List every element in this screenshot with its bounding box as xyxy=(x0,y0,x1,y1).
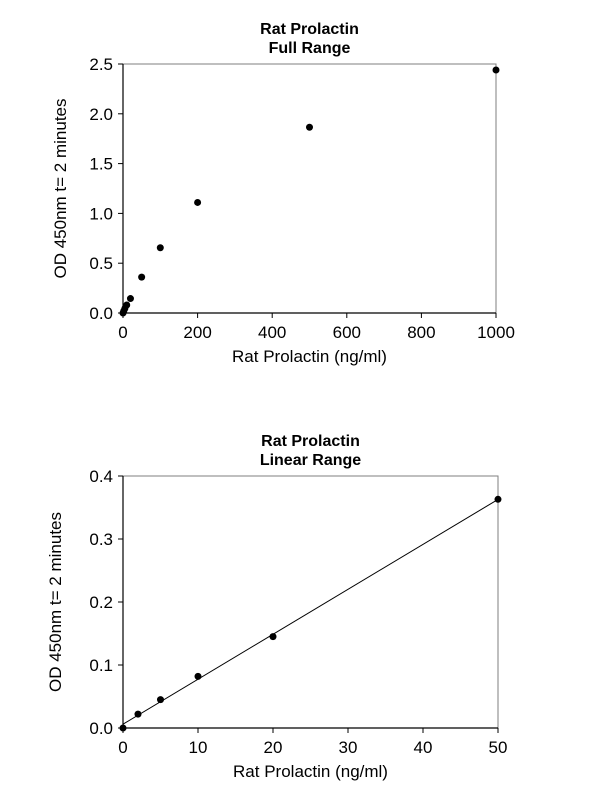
y-tick-label: 1.0 xyxy=(89,204,113,223)
chart-title-line: Linear Range xyxy=(260,452,361,469)
y-tick-label: 0.4 xyxy=(89,467,113,486)
x-axis-label: Rat Prolactin (ng/ml) xyxy=(233,762,388,781)
x-tick-label: 50 xyxy=(489,738,508,757)
chart-title-line: Rat Prolactin xyxy=(261,433,360,450)
x-tick-label: 20 xyxy=(264,738,283,757)
data-point xyxy=(269,633,277,641)
x-tick-label: 30 xyxy=(339,738,358,757)
y-tick-label: 0.3 xyxy=(89,530,113,549)
chart-linear-range: Rat Prolactin Linear Range 0 10 20 30 40 50 0.0 0… xyxy=(0,420,600,808)
data-point xyxy=(306,123,313,131)
x-tick-label: 1000 xyxy=(477,323,515,342)
data-point xyxy=(156,244,164,252)
chart-title-line: Rat Prolactin xyxy=(260,21,359,38)
x-axis-label: Rat Prolactin (ng/ml) xyxy=(232,347,387,366)
chart-full-range: Rat Prolactin Full Range 0 200 400 600 800 1000… xyxy=(0,0,600,400)
data-point xyxy=(494,495,502,503)
data-point xyxy=(492,66,500,74)
y-tick-label: 0.0 xyxy=(89,304,113,323)
chart-linear-range-svg: Rat Prolactin Linear Range 0 10 20 30 40 50 0.0 0… xyxy=(46,433,508,781)
y-tick-label: 0.0 xyxy=(89,719,113,738)
data-point xyxy=(123,301,131,309)
data-point xyxy=(194,198,202,206)
data-point xyxy=(157,696,164,704)
y-tick-label: 0.2 xyxy=(89,593,113,612)
x-tick-label: 40 xyxy=(414,738,433,757)
plot-area-frame xyxy=(122,63,497,314)
y-tick-label: 2.5 xyxy=(89,55,113,74)
chart-full-range-svg: Rat Prolactin Full Range 0 200 400 600 800 1000… xyxy=(51,21,515,366)
x-tick-label: 400 xyxy=(258,323,286,342)
y-tick-label: 0.5 xyxy=(89,254,113,273)
x-tick-label: 800 xyxy=(407,323,435,342)
y-tick-label: 0.1 xyxy=(89,656,113,675)
y-tick-label: 2.0 xyxy=(89,105,113,124)
chart-title-line: Full Range xyxy=(269,40,351,57)
x-tick-label: 0 xyxy=(118,738,127,757)
x-tick-label: 600 xyxy=(333,323,361,342)
trendline xyxy=(122,498,499,725)
y-axis-label: OD 450nm t= 2 minutes xyxy=(46,512,65,692)
data-point xyxy=(138,273,146,281)
x-tick-label: 200 xyxy=(183,323,211,342)
x-tick-label: 0 xyxy=(118,323,127,342)
data-point xyxy=(119,724,127,732)
y-axis-label: OD 450nm t= 2 minutes xyxy=(51,98,70,278)
data-point xyxy=(194,672,202,680)
y-tick-label: 1.5 xyxy=(89,155,113,174)
data-point xyxy=(134,710,142,718)
data-point xyxy=(126,295,134,303)
x-tick-label: 10 xyxy=(189,738,208,757)
